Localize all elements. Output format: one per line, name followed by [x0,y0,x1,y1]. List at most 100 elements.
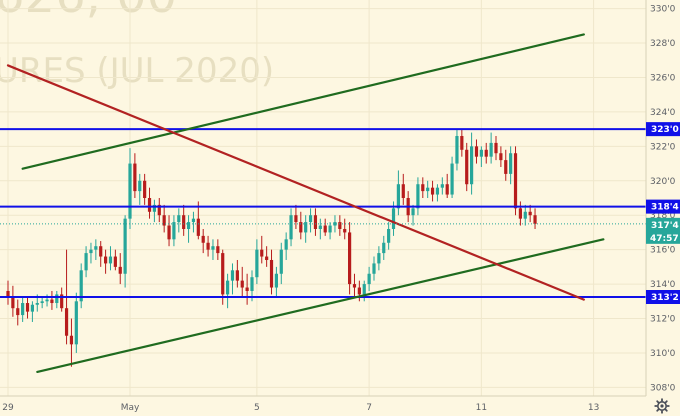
candle-body [167,225,171,240]
candle [11,285,15,317]
y-tick-label: 330'0 [650,5,676,15]
candle-body [528,211,532,216]
candle [245,273,249,305]
candle [128,148,132,229]
candle [421,177,425,198]
current-price-badge [646,217,680,244]
candle-body [40,301,44,304]
candle [299,211,303,240]
candle-body [509,153,513,174]
candle-body [45,299,49,302]
candle [157,198,161,223]
candle-body [430,187,435,195]
trendline[interactable] [21,33,585,170]
candle [494,136,498,161]
candle [382,235,386,260]
y-axis-panel[interactable] [646,0,680,396]
candle [367,266,371,291]
level-badge [646,199,680,214]
candle-body [113,256,117,267]
candle-body [426,187,430,192]
candle [343,218,347,240]
candle [460,129,464,157]
x-tick-label: May [121,403,140,413]
candle-body [474,146,479,157]
candle-body [513,153,518,209]
candle [294,204,298,229]
candle [221,249,225,305]
candle-body [333,222,337,226]
candle-body [304,222,308,233]
trendlines[interactable] [6,33,605,373]
candle [513,146,518,216]
candle [489,132,493,164]
candle [348,222,352,295]
x-tick-label: 5 [254,403,260,413]
x-tick-label: 7 [366,403,372,413]
candle-body [357,287,361,295]
candle [274,266,278,298]
candle-body [74,301,78,345]
candle [474,139,479,164]
candle-body [260,249,264,257]
horizontal-levels[interactable] [0,128,646,298]
candle-body [240,280,244,288]
candle-body [308,215,313,223]
candle [206,235,210,257]
candle-body [84,253,88,271]
candle-body [494,142,498,154]
y-tick-label: 312'0 [650,315,676,325]
candle-body [470,146,474,185]
candle [211,239,215,260]
trendline[interactable] [6,64,585,301]
candle-body [157,204,161,216]
level-badge-label: 313'2 [651,293,679,303]
y-tick-label: 328'0 [650,39,676,49]
candle [465,142,469,192]
candle [118,253,122,285]
candle [108,246,113,271]
x-tick-label: 13 [588,403,599,413]
trendline[interactable] [36,238,605,373]
candle [509,146,513,185]
candle-body [206,242,210,250]
candle [426,180,430,198]
candle-body [147,198,152,212]
candle [411,204,415,226]
candle [167,215,171,247]
level-badge [646,290,680,304]
candle-body [269,259,274,288]
candle [240,266,244,298]
candle-body [294,215,298,223]
candle-body [89,249,93,254]
candle [230,263,235,295]
candle-body [201,235,205,243]
candle-body [230,270,235,281]
x-axis-panel[interactable] [0,396,680,416]
candle [260,235,264,264]
candle [84,246,88,278]
candle [143,173,147,205]
candle [6,280,10,305]
y-tick-label: 310'0 [650,349,676,359]
candle-body [143,180,147,198]
candle [416,177,420,216]
candle-body [177,215,181,223]
candle-body [518,208,522,219]
candle-body [289,215,293,240]
candle [430,180,435,202]
candle [338,215,342,236]
candle-body [338,222,342,229]
candle-body [211,246,215,250]
candle [89,242,93,264]
settings-gear-icon[interactable] [654,398,670,414]
candle [79,263,83,309]
candle [396,170,400,216]
candle [60,287,64,312]
candle [455,129,459,171]
candle [74,292,78,353]
candle [25,297,30,319]
candle [533,208,537,229]
candle [323,218,327,236]
